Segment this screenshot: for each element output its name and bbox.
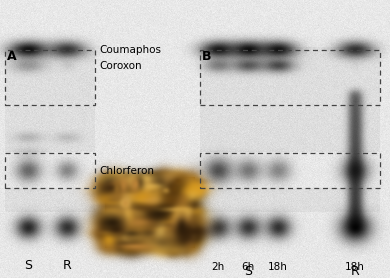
Text: R: R (63, 259, 71, 272)
Text: R: R (351, 265, 359, 278)
Text: B: B (202, 50, 211, 63)
Text: Coumaphos: Coumaphos (99, 45, 161, 55)
Text: Coroxon: Coroxon (99, 61, 142, 71)
Text: 6h: 6h (241, 262, 255, 272)
Bar (200, 153, 380, 188)
Text: 18h: 18h (345, 262, 365, 272)
Bar (5, 50, 95, 105)
Text: S: S (24, 259, 32, 272)
Bar (5, 153, 95, 188)
Text: 2h: 2h (211, 262, 225, 272)
Text: A: A (7, 50, 17, 63)
Text: 18h: 18h (268, 262, 288, 272)
Text: S: S (244, 265, 252, 278)
Text: Chlorferon: Chlorferon (99, 166, 154, 176)
Bar (200, 50, 380, 105)
